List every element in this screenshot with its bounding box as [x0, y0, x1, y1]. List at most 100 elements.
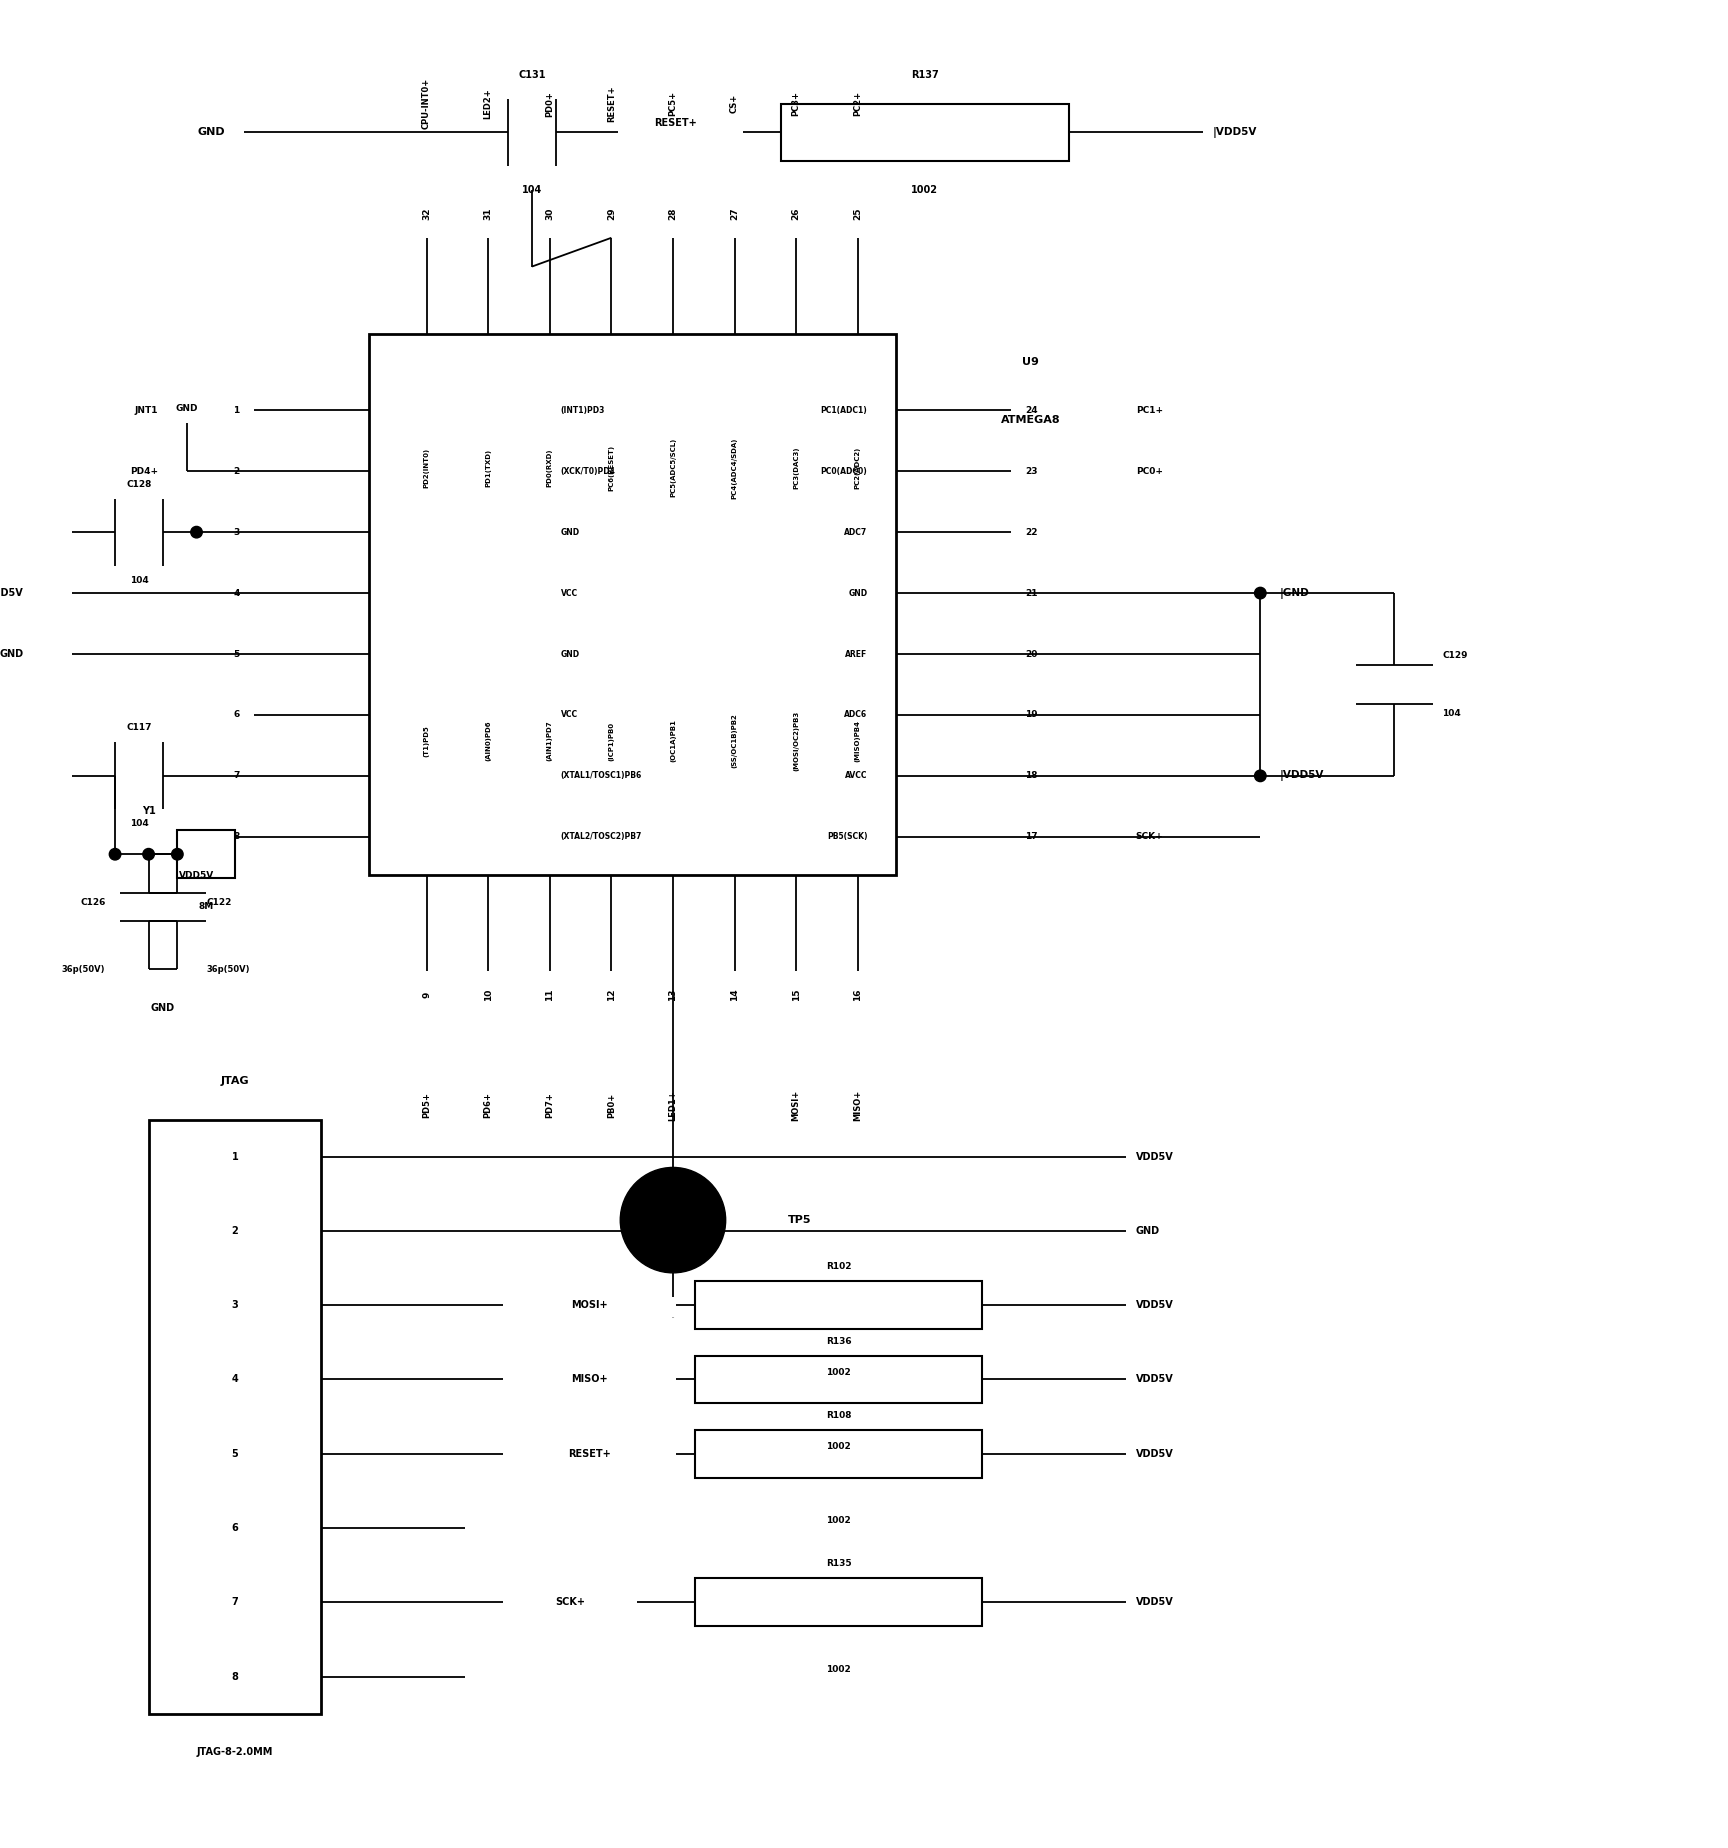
Text: 104: 104	[1443, 710, 1462, 717]
Text: (SS/OC1B)PB2: (SS/OC1B)PB2	[731, 713, 738, 769]
Text: C129: C129	[1443, 650, 1467, 660]
Text: (ICP1)PB0: (ICP1)PB0	[608, 721, 615, 761]
Text: LED1+: LED1+	[669, 1090, 677, 1120]
Text: 1: 1	[233, 407, 240, 414]
Circle shape	[620, 1168, 726, 1273]
Text: 2: 2	[232, 1225, 238, 1236]
Text: 8: 8	[233, 832, 240, 841]
Text: U9: U9	[1021, 357, 1039, 368]
Text: (T1)PD5: (T1)PD5	[423, 724, 430, 758]
Text: VCC: VCC	[560, 710, 577, 719]
Text: 20: 20	[1025, 649, 1039, 658]
Text: 11: 11	[546, 989, 555, 1002]
Text: PD5+: PD5+	[422, 1092, 430, 1118]
Text: C126: C126	[79, 898, 105, 907]
Text: CS+: CS+	[729, 94, 740, 113]
Text: JNT1: JNT1	[135, 407, 159, 414]
Text: (XTAL2/TOSC2)PB7: (XTAL2/TOSC2)PB7	[560, 832, 643, 841]
Text: 31: 31	[484, 207, 492, 220]
Bar	[178, 830, 235, 878]
Text: CPU-INT0+: CPU-INT0+	[422, 78, 430, 129]
Text: LED2+: LED2+	[484, 89, 492, 118]
Text: 27: 27	[729, 207, 740, 220]
Text: PD7+: PD7+	[546, 1092, 555, 1118]
Text: (XCK/T0)PD4: (XCK/T0)PD4	[560, 468, 615, 475]
Text: GND: GND	[0, 649, 24, 660]
Text: R108: R108	[826, 1410, 852, 1419]
Text: 22: 22	[1025, 529, 1039, 536]
Text: 3: 3	[233, 529, 240, 536]
Text: |GND: |GND	[1279, 588, 1310, 599]
Text: 1002: 1002	[826, 1665, 850, 1674]
Text: AREF: AREF	[845, 649, 867, 658]
Circle shape	[38, 649, 48, 660]
Text: PC5+: PC5+	[669, 91, 677, 116]
Bar	[695, 1578, 983, 1626]
Text: PD0+: PD0+	[546, 91, 555, 116]
Text: 19: 19	[1025, 710, 1039, 719]
Text: 3: 3	[232, 1301, 238, 1310]
Text: RESET+: RESET+	[655, 118, 696, 128]
Text: RESET+: RESET+	[607, 85, 615, 122]
Text: 4: 4	[233, 588, 240, 597]
Text: VCC: VCC	[560, 588, 577, 597]
Text: (AIN0)PD6: (AIN0)PD6	[486, 721, 491, 761]
Bar	[695, 1281, 983, 1329]
Text: RESET+: RESET+	[569, 1449, 610, 1458]
Text: 28: 28	[669, 207, 677, 220]
Text: 9: 9	[422, 992, 430, 998]
Text: GND: GND	[150, 1003, 175, 1013]
Text: 7: 7	[233, 771, 240, 780]
Text: AVCC: AVCC	[845, 771, 867, 780]
Text: PC6(RESET): PC6(RESET)	[608, 445, 615, 492]
Text: 23: 23	[1025, 468, 1039, 475]
Text: GND: GND	[197, 128, 225, 137]
Text: GND: GND	[848, 588, 867, 597]
Text: SCK+: SCK+	[555, 1597, 586, 1608]
Text: 36p(50V): 36p(50V)	[206, 965, 249, 974]
Text: C131: C131	[518, 70, 546, 79]
Text: ATMEGA8: ATMEGA8	[1001, 416, 1059, 425]
Text: 1: 1	[232, 1151, 238, 1162]
Text: GND: GND	[1135, 1225, 1159, 1236]
Text: 4: 4	[232, 1375, 238, 1384]
Text: TP5: TP5	[788, 1216, 812, 1225]
Text: 18: 18	[1025, 771, 1039, 780]
Text: VDD5V: VDD5V	[1135, 1151, 1173, 1162]
Circle shape	[190, 527, 202, 538]
Bar	[370, 334, 897, 876]
Text: 5: 5	[233, 649, 240, 658]
Text: |VDD5V: |VDD5V	[1213, 128, 1256, 139]
Text: MISO+: MISO+	[572, 1375, 608, 1384]
Text: PB5(SCK): PB5(SCK)	[828, 832, 867, 841]
Text: PC4(ADC4/SDA): PC4(ADC4/SDA)	[731, 438, 738, 499]
Text: 8M: 8M	[199, 902, 214, 911]
Text: VDD5V: VDD5V	[180, 870, 214, 880]
Text: PD4+: PD4+	[130, 468, 159, 475]
Text: 14: 14	[729, 989, 740, 1002]
Text: GND: GND	[560, 529, 581, 536]
Text: 13: 13	[669, 989, 677, 1002]
Circle shape	[171, 848, 183, 859]
Text: PB0+: PB0+	[607, 1092, 615, 1118]
Circle shape	[38, 649, 48, 660]
Text: PC1(ADC1): PC1(ADC1)	[821, 407, 867, 414]
Text: MOSI+: MOSI+	[572, 1301, 608, 1310]
Text: GND: GND	[176, 405, 199, 414]
Text: JTAG: JTAG	[221, 1076, 249, 1087]
Bar	[695, 1430, 983, 1478]
Text: ADC6: ADC6	[845, 710, 867, 719]
Text: PC0(ADC0): PC0(ADC0)	[821, 468, 867, 475]
Text: 16: 16	[854, 989, 862, 1002]
Text: 6: 6	[232, 1523, 238, 1534]
Text: PC5(ADC5/SCL): PC5(ADC5/SCL)	[670, 438, 676, 497]
Text: Y1: Y1	[142, 806, 156, 817]
Text: PD0(RXD): PD0(RXD)	[546, 449, 553, 488]
Text: 24: 24	[1025, 407, 1039, 414]
Text: (INT1)PD3: (INT1)PD3	[560, 407, 605, 414]
Text: 8: 8	[232, 1672, 238, 1682]
Text: 1002: 1002	[826, 1441, 850, 1451]
Text: MOSI+: MOSI+	[791, 1090, 800, 1120]
Text: C128: C128	[126, 480, 152, 488]
Circle shape	[1255, 588, 1267, 599]
